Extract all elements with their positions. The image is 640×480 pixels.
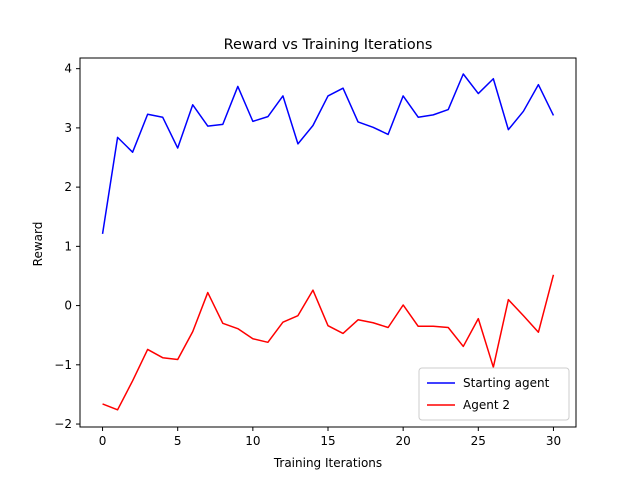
chart-title: Reward vs Training Iterations [224, 37, 433, 53]
y-axis-label: Reward [31, 222, 45, 267]
y-tick-label: −1 [54, 358, 72, 372]
y-tick-label: 2 [64, 180, 72, 194]
series-line-1 [102, 274, 555, 411]
legend: Starting agent Agent 2 [418, 367, 570, 421]
x-axis-ticks: 0 5 10 15 20 25 30 [99, 427, 561, 448]
y-tick-label: 1 [64, 239, 72, 253]
x-tick-label: 5 [174, 434, 182, 448]
legend-label-1: Agent 2 [463, 398, 510, 412]
x-axis-label: Training Iterations [273, 456, 382, 470]
x-tick-label: 10 [245, 434, 260, 448]
y-tick-label: 0 [64, 299, 72, 313]
legend-label-0: Starting agent [463, 376, 550, 390]
legend-box [418, 367, 570, 421]
x-tick-label: 15 [320, 434, 335, 448]
y-tick-label: 4 [64, 62, 72, 76]
x-tick-label: 20 [396, 434, 411, 448]
y-tick-label: −2 [54, 417, 72, 431]
y-axis-ticks: −2 −1 0 1 2 3 4 [54, 62, 80, 431]
series-layer [101, 73, 555, 411]
x-tick-label: 0 [99, 434, 107, 448]
y-tick-label: 3 [64, 121, 72, 135]
series-line-0 [101, 73, 555, 235]
x-tick-label: 25 [471, 434, 486, 448]
x-tick-label: 30 [546, 434, 561, 448]
